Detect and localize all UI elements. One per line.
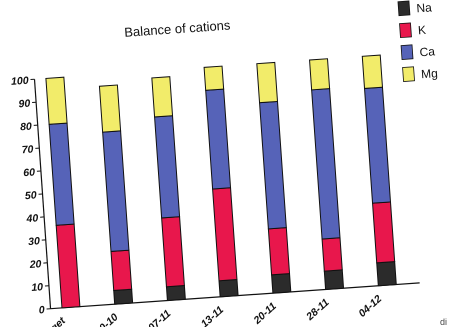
bar-segment-mg: [256, 61, 279, 104]
y-axis-ticks: 0 10 20 30 40 50 60 70 80 90 100: [11, 75, 51, 317]
legend-label: Na: [416, 0, 433, 15]
bar-segment-k: [161, 216, 185, 288]
legend-swatch-mg: [402, 66, 415, 82]
bar-segment-mg: [309, 58, 331, 91]
x-tick-label: 28-11: [303, 296, 331, 323]
bar-segment-na: [218, 278, 239, 298]
x-tick-label: 04-12: [356, 293, 384, 320]
bar-segment-ca: [311, 88, 341, 240]
x-tick-label: 20-11: [251, 300, 279, 327]
bar-segment-na: [271, 273, 292, 294]
bar-segment-k: [321, 237, 343, 272]
bar-segment-ca: [154, 115, 181, 219]
x-tick-label: 13-11: [199, 304, 227, 327]
legend-label: K: [418, 23, 427, 38]
chart-title: Balance of cations: [124, 17, 232, 39]
bar-segment-ca: [205, 88, 232, 190]
legend-label: Mg: [421, 66, 439, 81]
bar-segment-mg: [98, 84, 122, 133]
y-tick-label: 20: [28, 258, 42, 271]
y-tick-label: 40: [25, 212, 39, 225]
bar-segment-mg: [203, 65, 225, 91]
y-tick-label: 90: [18, 98, 31, 111]
bars: [45, 54, 397, 309]
legend-label: Ca: [419, 44, 436, 59]
bar-segment-ca: [102, 130, 130, 252]
legend-swatch-ca: [400, 44, 414, 60]
bar-segment-mg: [151, 76, 174, 118]
y-tick-label: 60: [23, 166, 36, 179]
bar-segment-k: [110, 249, 133, 291]
y-tick-label: 50: [25, 189, 38, 202]
bar-segment-na: [376, 261, 397, 287]
bar-segment-mg: [361, 54, 384, 89]
bar-segment-na: [165, 284, 186, 302]
y-tick-label: 70: [21, 144, 34, 157]
bar-segment-k: [55, 223, 81, 309]
y-tick-label: 80: [20, 121, 33, 134]
edge-text: di: [440, 317, 447, 327]
bar-segment-k: [212, 187, 238, 282]
bar-segment-k: [372, 201, 396, 264]
bar-segment-k: [267, 227, 291, 276]
bar-segment-na: [113, 288, 134, 305]
legend-swatch-k: [399, 22, 412, 39]
x-tick-label: 30-10: [93, 311, 121, 327]
bar-segment-ca: [259, 100, 287, 230]
y-tick-label: 100: [11, 75, 29, 88]
legend-swatch-na: [397, 0, 411, 17]
x-tick-label: rget: [45, 315, 68, 327]
bar-segment-mg: [45, 76, 68, 125]
y-tick-label: 0: [38, 304, 45, 316]
bar-segment-na: [323, 269, 345, 290]
legend: Na K Ca Mg: [397, 0, 439, 82]
bar-segment-ca: [363, 86, 392, 204]
y-tick-label: 10: [31, 281, 44, 294]
x-tick-label: 07-11: [146, 307, 174, 327]
y-tick-label: 30: [28, 235, 41, 248]
bar-segment-ca: [48, 122, 75, 226]
